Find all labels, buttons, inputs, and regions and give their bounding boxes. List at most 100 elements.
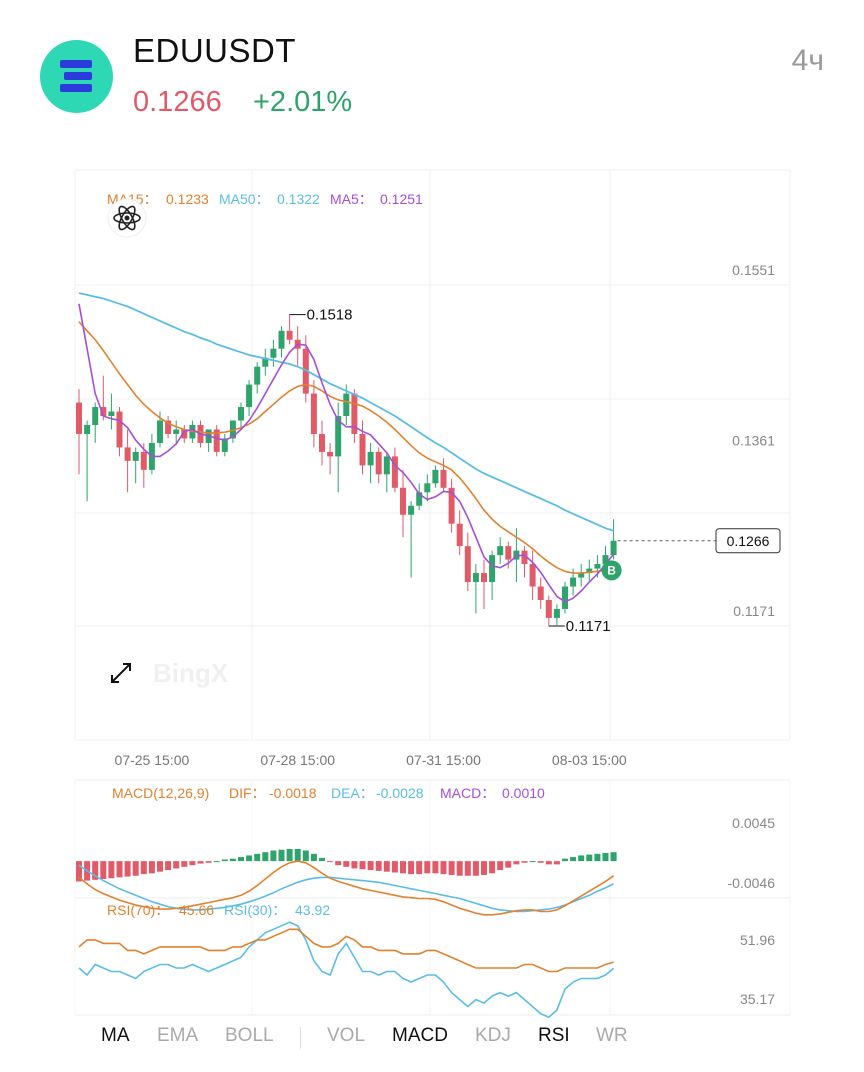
candle-body: [367, 451, 374, 466]
candle-body: [132, 451, 139, 461]
candle-body: [464, 546, 471, 583]
candlestick-chart[interactable]: MA15： 0.1233 MA50： 0.1322 MA5： 0.1251 0.…: [0, 0, 864, 1020]
macd-bar: [586, 854, 593, 862]
candle-body: [432, 469, 439, 484]
ma15-line: [78, 321, 614, 574]
tab-vol[interactable]: VOL: [327, 1025, 366, 1046]
macd-bar: [246, 855, 253, 862]
macd-bar: [456, 861, 463, 876]
macd-bar: [124, 861, 131, 877]
macd-bar: [416, 861, 423, 875]
macd-bar: [310, 853, 317, 862]
expand-icon[interactable]: [111, 663, 131, 683]
candle-body: [610, 540, 617, 556]
candle-body: [553, 608, 560, 618]
macd-title: MACD(12,26,9): [112, 785, 209, 801]
ma5-value: 0.1251: [380, 191, 423, 207]
price-change: +2.01%: [253, 86, 353, 118]
candle-body: [84, 424, 91, 434]
buy-marker[interactable]: B: [601, 560, 622, 581]
candle-body: [181, 429, 188, 439]
macd-bar: [351, 861, 358, 869]
macd-bar: [497, 861, 504, 871]
macd-bar: [140, 861, 147, 875]
macd-bar: [505, 861, 512, 868]
candle-body: [481, 573, 487, 583]
macd-bar: [108, 861, 115, 879]
candle-body: [456, 523, 463, 547]
candle-body: [570, 577, 577, 587]
rsi30-value: 43.92: [295, 902, 330, 918]
macd-bar: [286, 848, 293, 862]
macd-panel: [76, 848, 617, 916]
y-tick-label: 0.1361: [732, 433, 775, 449]
dif-value: -0.0018: [269, 785, 317, 801]
timeframe-selector[interactable]: 4ч: [791, 44, 824, 77]
candle-body: [586, 568, 593, 574]
macd-bar: [424, 861, 431, 874]
candle-body: [116, 411, 123, 448]
candle-body: [221, 438, 228, 452]
macd-bar: [116, 861, 123, 878]
tab-wr[interactable]: WR: [596, 1025, 628, 1046]
high-marker: 0.1518: [289, 307, 353, 324]
macd-bar: [76, 861, 82, 882]
high-label: 0.1518: [307, 307, 353, 324]
tab-boll[interactable]: BOLL: [225, 1025, 274, 1046]
macd-bar: [602, 853, 609, 862]
indicator-tabs: MA EMA BOLL VOL MACD KDJ RSI WR: [0, 1025, 864, 1055]
macd-bar: [562, 858, 568, 862]
ma50-label: MA50：: [219, 191, 270, 207]
macd-bar: [197, 861, 204, 864]
candle-body: [157, 420, 163, 443]
macd-bar: [400, 861, 406, 874]
macd-bar: [189, 861, 196, 866]
macd-label: MACD：: [440, 785, 495, 801]
candles: [76, 314, 617, 626]
macd-bar: [440, 861, 447, 875]
tab-ema[interactable]: EMA: [157, 1025, 199, 1046]
low-marker: 0.1171: [548, 618, 611, 635]
candle-body: [108, 411, 115, 417]
tab-macd[interactable]: MACD: [392, 1025, 448, 1046]
macd-bar: [383, 861, 390, 872]
tab-ma[interactable]: MA: [101, 1025, 130, 1046]
low-label: 0.1171: [566, 618, 611, 635]
candle-body: [76, 402, 82, 434]
candle-body: [489, 555, 496, 583]
candle-body: [578, 573, 585, 578]
candle-body: [424, 483, 431, 493]
candle-body: [602, 555, 609, 565]
atom-icon[interactable]: [107, 198, 147, 238]
candle-body: [327, 451, 334, 457]
rsi-y-tick: 35.17: [740, 991, 775, 1007]
macd-bar: [221, 859, 228, 862]
candle-body: [213, 429, 220, 452]
candle-body: [448, 487, 455, 524]
candle-body: [521, 550, 528, 565]
tab-rsi[interactable]: RSI: [538, 1025, 570, 1046]
macd-bar: [610, 852, 617, 862]
macd-bar: [367, 861, 374, 871]
macd-bar: [302, 850, 309, 862]
macd-bar: [537, 861, 544, 863]
candle-body: [286, 330, 293, 340]
macd-bar: [529, 861, 536, 863]
rsi-y-tick: 51.96: [740, 932, 775, 948]
macd-bar: [270, 850, 277, 862]
macd-bar: [92, 861, 99, 880]
macd-bar: [343, 861, 350, 867]
candle-body: [238, 407, 244, 421]
macd-bar: [553, 861, 560, 865]
rsi70-value: 45.66: [179, 902, 214, 918]
rsi30-label: RSI(30)：: [224, 902, 286, 918]
candle-body: [262, 357, 269, 367]
candle-body: [400, 487, 406, 515]
macd-bar: [157, 861, 163, 872]
candle-body: [545, 599, 552, 618]
ma15-value: 0.1233: [166, 191, 209, 207]
candle-body: [165, 420, 172, 434]
ma50-value: 0.1322: [277, 191, 320, 207]
candle-body: [513, 550, 520, 560]
tab-kdj[interactable]: KDJ: [475, 1025, 511, 1046]
